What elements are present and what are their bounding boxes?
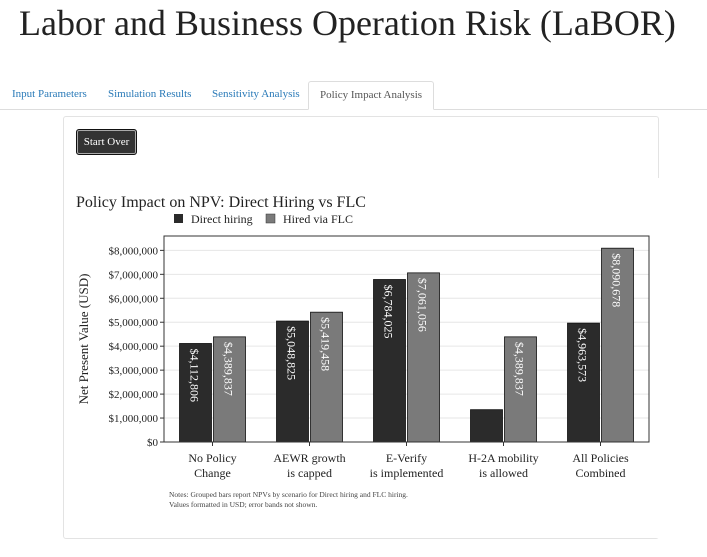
x-tick-label: No Policy	[188, 451, 236, 465]
y-axis: $0 $1,000,000 $2,000,000 $3,000,000 $4,000,0…	[109, 245, 164, 449]
y-tick-label: $4,000,000	[109, 341, 159, 353]
bar-value-label: $4,389,837	[222, 342, 236, 396]
bar-value-label: $5,419,458	[319, 317, 333, 371]
y-tick-label: $1,000,000	[109, 413, 159, 425]
plot-frame	[163, 235, 650, 443]
chart-legend: Direct hiring Hired via FLC	[174, 212, 353, 226]
y-tick-label: $5,000,000	[109, 317, 159, 329]
legend-swatch-direct	[174, 214, 183, 223]
tab-simulation-results[interactable]: Simulation Results	[108, 88, 192, 100]
x-tick-label: Combined	[576, 466, 626, 480]
x-tick-label: E-Verify	[386, 451, 427, 465]
bar-hired-via-flc	[310, 311, 343, 443]
tab-sensitivity-analysis[interactable]: Sensitivity Analysis	[212, 88, 300, 100]
npv-bar-chart: Policy Impact on NPV: Direct Hiring vs F…	[76, 194, 650, 509]
bar-value-label: $4,112,806	[188, 348, 202, 402]
bar-labels: $4,112,806 $4,389,837 $5,048,825 $5,419,458…	[188, 253, 624, 402]
bar-value-label: $8,090,678	[610, 253, 624, 307]
bar-value-label: $4,389,837	[513, 342, 527, 396]
y-tick-label: $6,000,000	[109, 293, 159, 305]
start-over-button[interactable]: Start Over	[76, 129, 137, 155]
tab-input-parameters[interactable]: Input Parameters	[12, 88, 87, 100]
x-tick-label: is capped	[287, 466, 332, 480]
bar-hired-via-flc	[407, 272, 440, 443]
legend-label-flc: Hired via FLC	[283, 212, 353, 226]
bar-direct-hiring	[276, 320, 309, 443]
bars	[179, 247, 634, 443]
x-tick-label: All Policies	[572, 451, 629, 465]
bar-direct-hiring	[373, 279, 406, 443]
legend-label-direct: Direct hiring	[191, 212, 253, 226]
y-tick-label: $7,000,000	[109, 269, 159, 281]
app-title: Labor and Business Operation Risk (LaBOR…	[19, 3, 676, 43]
bar-value-label: $7,061,056	[416, 278, 430, 332]
x-tick-label: is allowed	[479, 466, 528, 480]
y-tick-label: $3,000,000	[109, 365, 159, 377]
y-tick-label: $8,000,000	[109, 245, 159, 257]
bar-direct-hiring	[179, 343, 212, 443]
y-tick-label: $2,000,000	[109, 389, 159, 401]
bar-value-label: $6,784,025	[382, 284, 396, 338]
tab-policy-impact-analysis[interactable]: Policy Impact Analysis	[308, 81, 435, 110]
y-axis-label: Net Present Value (USD)	[76, 274, 91, 405]
bar-value-label: $4,963,573	[576, 328, 590, 382]
bar-direct-hiring	[470, 409, 503, 443]
chart-area: Policy Impact on NPV: Direct Hiring vs F…	[66, 178, 707, 538]
y-tick-label: $0	[147, 437, 159, 449]
chart-title: Policy Impact on NPV: Direct Hiring vs F…	[76, 194, 366, 211]
legend-swatch-flc	[265, 213, 276, 224]
x-tick-label: AEWR growth	[273, 451, 345, 465]
x-tick-label: H-2A mobility	[468, 451, 538, 465]
x-tick-label: is implemented	[370, 466, 444, 480]
chart-note-line-1: Notes: Grouped bars report NPVs by scena…	[169, 490, 408, 499]
bar-hired-via-flc	[504, 336, 537, 443]
bar-direct-hiring	[567, 322, 600, 443]
bar-value-label: $5,048,825	[285, 326, 299, 380]
x-tick-label: Change	[194, 466, 231, 480]
bar-hired-via-flc	[601, 247, 634, 443]
tab-bar: Input Parameters Simulation Results Sens…	[0, 81, 707, 110]
bar-hired-via-flc	[213, 336, 246, 443]
chart-note-line-2: Values formatted in USD; error bands not…	[169, 500, 317, 509]
